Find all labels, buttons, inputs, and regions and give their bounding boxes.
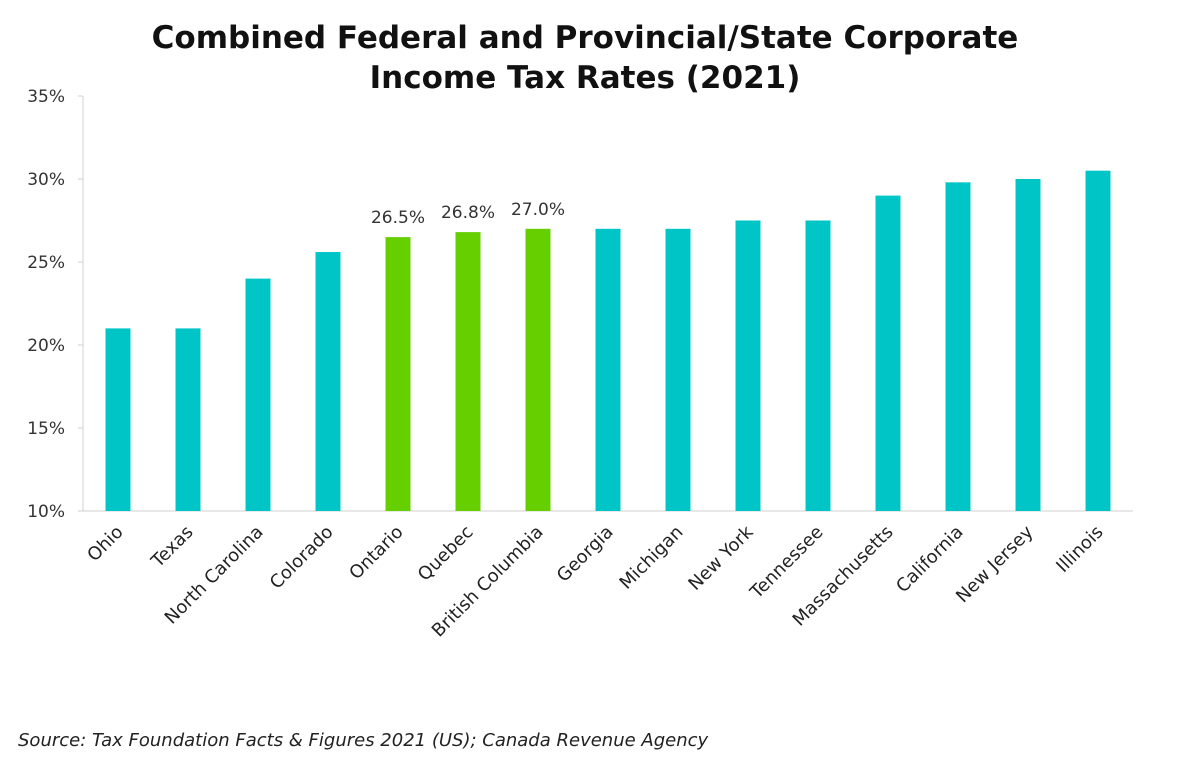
y-tick-label: 15% bbox=[27, 419, 65, 439]
y-tick-label: 35% bbox=[27, 87, 65, 107]
bar-ontario bbox=[385, 237, 411, 511]
y-tick-label: 30% bbox=[27, 170, 65, 190]
x-category-label: Colorado bbox=[266, 522, 338, 594]
data-label: 26.8% bbox=[441, 203, 495, 223]
x-category-label: Georgia bbox=[553, 522, 618, 587]
bar-illinois bbox=[1085, 170, 1111, 511]
x-category-label: Illinois bbox=[1052, 522, 1107, 577]
bar-georgia bbox=[595, 228, 621, 512]
bar-michigan bbox=[665, 228, 691, 512]
bar-tennessee bbox=[805, 220, 831, 511]
bar-new-jersey bbox=[1015, 179, 1041, 511]
bar-colorado bbox=[315, 252, 341, 512]
chart-title-line-2: Income Tax Rates (2021) bbox=[369, 60, 801, 96]
x-category-label: Quebec bbox=[414, 522, 478, 586]
x-category-label: Michigan bbox=[616, 522, 688, 594]
bar-massachusetts bbox=[875, 195, 901, 511]
bar-ohio bbox=[105, 328, 131, 511]
bar-california bbox=[945, 182, 971, 511]
bar-british-columbia bbox=[525, 228, 551, 512]
y-tick-label: 25% bbox=[27, 253, 65, 273]
x-category-label: Texas bbox=[147, 522, 198, 573]
data-label: 27.0% bbox=[511, 200, 565, 220]
source-note: Source: Tax Foundation Facts & Figures 2… bbox=[18, 730, 709, 751]
y-tick-label: 10% bbox=[27, 502, 65, 522]
x-category-label: Ohio bbox=[83, 522, 127, 566]
chart-title: Combined Federal and Provincial/State Co… bbox=[0, 18, 1170, 98]
bar-quebec bbox=[455, 232, 481, 511]
x-category-label: New York bbox=[684, 521, 758, 595]
bar-texas bbox=[175, 328, 201, 511]
x-category-label: Ontario bbox=[345, 522, 407, 584]
x-category-label: California bbox=[892, 522, 967, 597]
chart-title-line-1: Combined Federal and Provincial/State Co… bbox=[151, 20, 1019, 56]
bar-new-york bbox=[735, 220, 761, 511]
y-tick-label: 20% bbox=[27, 336, 65, 356]
bar-north-carolina bbox=[245, 278, 271, 511]
data-label: 26.5% bbox=[371, 208, 425, 228]
